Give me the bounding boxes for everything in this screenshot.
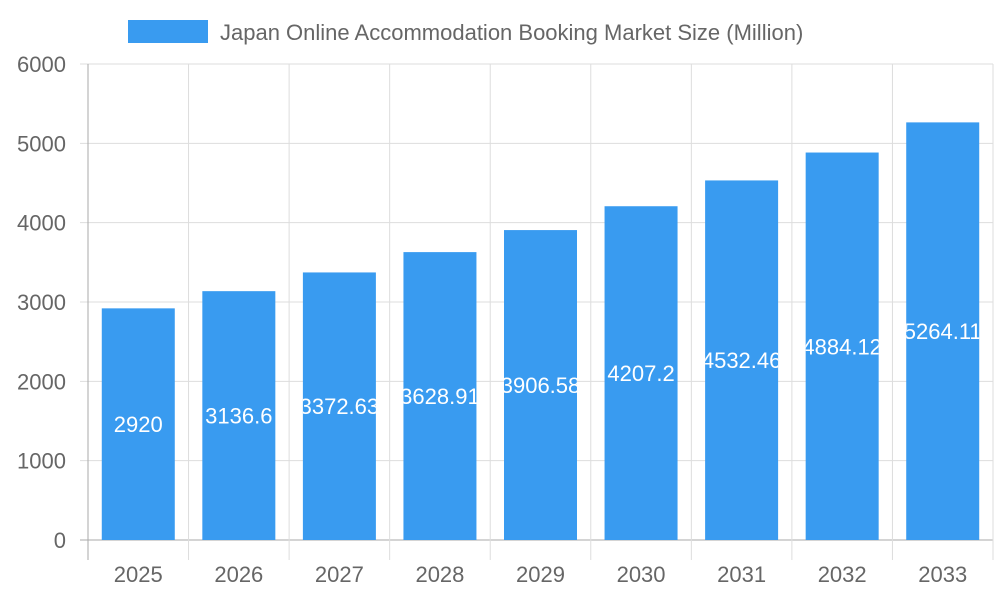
data-label: 3372.63 — [300, 394, 380, 419]
x-tick-label: 2027 — [315, 562, 364, 587]
bar — [403, 252, 477, 540]
x-tick-label: 2028 — [415, 562, 464, 587]
y-tick-label: 1000 — [17, 449, 66, 474]
bar — [302, 272, 376, 540]
x-tick-label: 2029 — [516, 562, 565, 587]
bar — [101, 308, 175, 540]
data-label: 3906.58 — [501, 373, 581, 398]
data-label: 3628.91 — [400, 384, 480, 409]
y-tick-label: 5000 — [17, 131, 66, 156]
y-tick-label: 3000 — [17, 290, 66, 315]
data-label: 4532.46 — [702, 348, 782, 373]
bar — [604, 206, 678, 540]
x-tick-label: 2033 — [918, 562, 967, 587]
data-label: 5264.11 — [904, 319, 982, 344]
y-tick-label: 6000 — [17, 52, 66, 77]
data-label: 4207.2 — [607, 361, 674, 386]
bar — [504, 230, 577, 540]
y-tick-label: 0 — [54, 528, 66, 553]
bar — [202, 291, 276, 540]
y-tick-label: 4000 — [17, 211, 66, 236]
legend-label: Japan Online Accommodation Booking Marke… — [220, 20, 803, 45]
legend-swatch — [128, 20, 208, 43]
data-label: 4884.12 — [802, 334, 882, 359]
bar — [906, 122, 980, 540]
data-label: 3136.6 — [205, 404, 272, 429]
x-tick-label: 2025 — [114, 562, 163, 587]
x-tick-label: 2026 — [214, 562, 263, 587]
bar — [805, 152, 879, 540]
data-label: 2920 — [114, 412, 163, 437]
x-tick-label: 2032 — [818, 562, 867, 587]
legend: Japan Online Accommodation Booking Marke… — [128, 20, 803, 45]
x-tick-label: 2030 — [617, 562, 666, 587]
x-tick-label: 2031 — [717, 562, 766, 587]
bar — [705, 180, 779, 540]
y-tick-label: 2000 — [17, 369, 66, 394]
